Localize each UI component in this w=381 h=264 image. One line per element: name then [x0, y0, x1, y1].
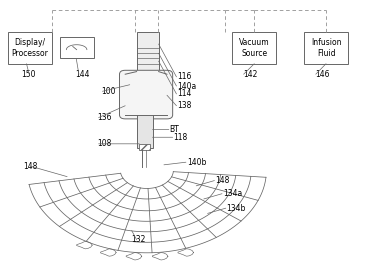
- Text: 138: 138: [177, 101, 192, 110]
- Text: 150: 150: [22, 70, 36, 79]
- Text: 100: 100: [101, 87, 116, 96]
- FancyBboxPatch shape: [232, 32, 276, 64]
- Text: 116: 116: [177, 72, 192, 81]
- Text: 134b: 134b: [227, 204, 246, 213]
- FancyBboxPatch shape: [120, 70, 173, 119]
- FancyBboxPatch shape: [59, 37, 94, 58]
- Text: 148: 148: [215, 176, 229, 185]
- Text: Display/
Processor: Display/ Processor: [12, 38, 48, 58]
- Bar: [137, 115, 152, 148]
- Bar: [137, 32, 158, 72]
- Text: 118: 118: [173, 133, 188, 142]
- Text: Vacuum
Source: Vacuum Source: [239, 38, 269, 58]
- Text: 114: 114: [177, 89, 192, 98]
- Text: 148: 148: [24, 162, 38, 171]
- Text: 142: 142: [243, 70, 257, 79]
- Text: 134a: 134a: [223, 189, 242, 198]
- Text: 144: 144: [75, 70, 89, 79]
- Text: Infusion
Fluid: Infusion Fluid: [311, 38, 341, 58]
- Text: 140a: 140a: [177, 82, 197, 91]
- Text: 146: 146: [315, 70, 330, 79]
- FancyBboxPatch shape: [304, 32, 348, 64]
- Text: 108: 108: [98, 139, 112, 148]
- Text: 132: 132: [132, 235, 146, 244]
- Text: 140b: 140b: [187, 158, 206, 167]
- Text: BT: BT: [170, 125, 179, 134]
- Text: 136: 136: [98, 113, 112, 122]
- FancyBboxPatch shape: [8, 32, 52, 64]
- Bar: [139, 144, 150, 150]
